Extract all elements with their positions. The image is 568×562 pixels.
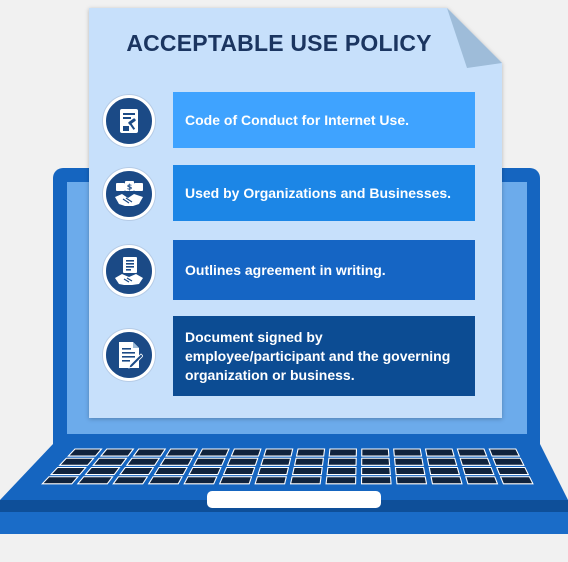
keyboard-key xyxy=(118,466,155,476)
keyboard-key xyxy=(492,457,525,466)
keyboard-keys xyxy=(41,448,534,485)
keyboard-key xyxy=(326,466,357,476)
keyboard-key xyxy=(394,466,426,476)
policy-item-text: Code of Conduct for Internet Use. xyxy=(173,92,475,148)
keyboard-key xyxy=(257,466,290,476)
legal-document-icon xyxy=(103,95,155,147)
keyboard-key xyxy=(393,448,423,457)
keyboard-key xyxy=(254,476,287,485)
keyboard-key xyxy=(58,457,95,466)
keyboard-key xyxy=(459,457,492,466)
keyboard-key xyxy=(361,448,390,457)
keyboard-key xyxy=(360,476,392,485)
keyboard-key xyxy=(456,448,488,457)
keyboard-key xyxy=(462,466,495,476)
policy-item-text: Document signed by employee/participant … xyxy=(173,316,475,396)
keyboard-key xyxy=(230,448,262,457)
keyboard-key xyxy=(361,457,391,466)
policy-item-signed-document: Document signed by employee/participant … xyxy=(103,316,475,396)
keyboard-key xyxy=(289,476,322,485)
keyboard-key xyxy=(92,457,128,466)
keyboard-key xyxy=(153,466,188,476)
keyboard-key xyxy=(67,448,103,457)
keyboard-key xyxy=(495,466,530,476)
keyboard-key xyxy=(428,466,461,476)
keyboard-key xyxy=(192,457,226,466)
keyboard-key xyxy=(76,476,114,485)
keyboard-key xyxy=(295,448,326,457)
keyboard-key xyxy=(293,457,325,466)
keyboard-key xyxy=(41,476,80,485)
keyboard-key xyxy=(49,466,87,476)
policy-item-agreement: Outlines agreement in writing. xyxy=(103,240,475,300)
keyboard-key xyxy=(395,476,428,485)
keyboard-key xyxy=(197,448,230,457)
business-handshake-icon: $ xyxy=(103,168,155,220)
keyboard-key xyxy=(499,476,534,485)
keyboard-key xyxy=(125,457,161,466)
keyboard-key xyxy=(328,448,358,457)
keyboard-key xyxy=(260,457,292,466)
trackpad xyxy=(207,491,381,508)
policy-item-text: Used by Organizations and Businesses. xyxy=(173,165,475,221)
keyboard-key xyxy=(183,476,218,485)
keyboard-key xyxy=(147,476,183,485)
laptop-keyboard-deck xyxy=(0,444,568,534)
policy-item-organizations: $ Used by Organizations and Businesses. xyxy=(103,165,475,221)
signed-document-icon xyxy=(103,329,155,381)
keyboard-key xyxy=(488,448,521,457)
keyboard-key xyxy=(327,457,357,466)
keyboard-key xyxy=(325,476,357,485)
keyboard-key xyxy=(361,466,391,476)
keyboard-key xyxy=(263,448,294,457)
keyboard-key xyxy=(393,457,424,466)
keyboard-key xyxy=(165,448,199,457)
keyboard-key xyxy=(426,457,458,466)
keyboard-key xyxy=(132,448,167,457)
keyboard-key xyxy=(465,476,499,485)
keyboard-key xyxy=(430,476,463,485)
keyboard-key xyxy=(424,448,455,457)
policy-item-text: Outlines agreement in writing. xyxy=(173,240,475,300)
keyboard-key xyxy=(291,466,323,476)
keyboard-key xyxy=(188,466,222,476)
keyboard-key xyxy=(222,466,256,476)
keyboard-key xyxy=(99,448,135,457)
keyboard-key xyxy=(112,476,149,485)
svg-text:$: $ xyxy=(127,183,133,192)
keyboard-key xyxy=(159,457,193,466)
agreement-handshake-icon xyxy=(103,245,155,297)
keyboard-key xyxy=(84,466,121,476)
policy-item-code-of-conduct: Code of Conduct for Internet Use. xyxy=(103,92,475,148)
document-title: ACCEPTABLE USE POLICY xyxy=(126,30,432,56)
document-folded-corner xyxy=(447,8,502,68)
keyboard-key xyxy=(226,457,259,466)
keyboard-key xyxy=(218,476,253,485)
